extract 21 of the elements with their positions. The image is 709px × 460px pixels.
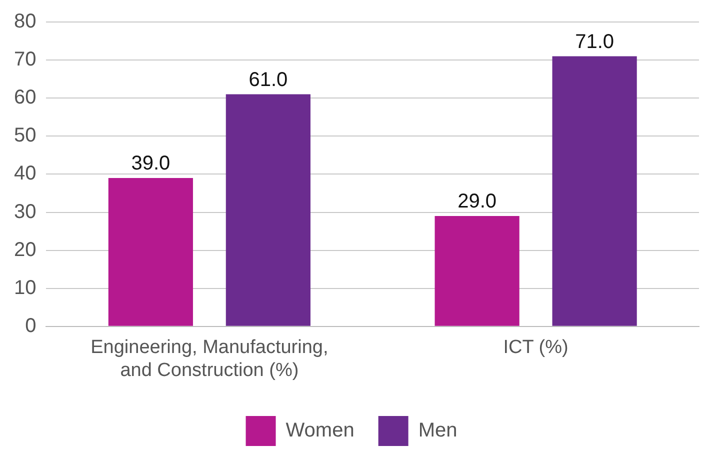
y-tick-label: 20: [14, 238, 36, 261]
y-tick-label: 40: [14, 162, 36, 185]
data-label: 39.0: [131, 152, 170, 175]
y-tick-label: 60: [14, 86, 36, 109]
y-tick-label: 50: [14, 124, 36, 147]
x-tick-label: ICT (%): [503, 337, 568, 358]
bar: [108, 178, 193, 326]
data-label: 71.0: [575, 30, 614, 53]
y-tick-label: 0: [25, 314, 36, 337]
data-label: 61.0: [248, 68, 288, 91]
y-tick-label: 30: [14, 200, 36, 223]
data-label: 29.0: [458, 190, 497, 213]
legend-label: Women: [286, 420, 354, 442]
y-tick-label: 80: [14, 10, 36, 33]
legend-label: Men: [418, 420, 458, 442]
bar: [226, 94, 310, 326]
y-tick-label: 10: [14, 276, 36, 299]
bar: [434, 216, 520, 326]
y-tick-label: 70: [14, 48, 36, 71]
bar: [552, 56, 637, 326]
x-tick-label: Engineering, Manufacturing, and Construction (%): [90, 337, 328, 381]
